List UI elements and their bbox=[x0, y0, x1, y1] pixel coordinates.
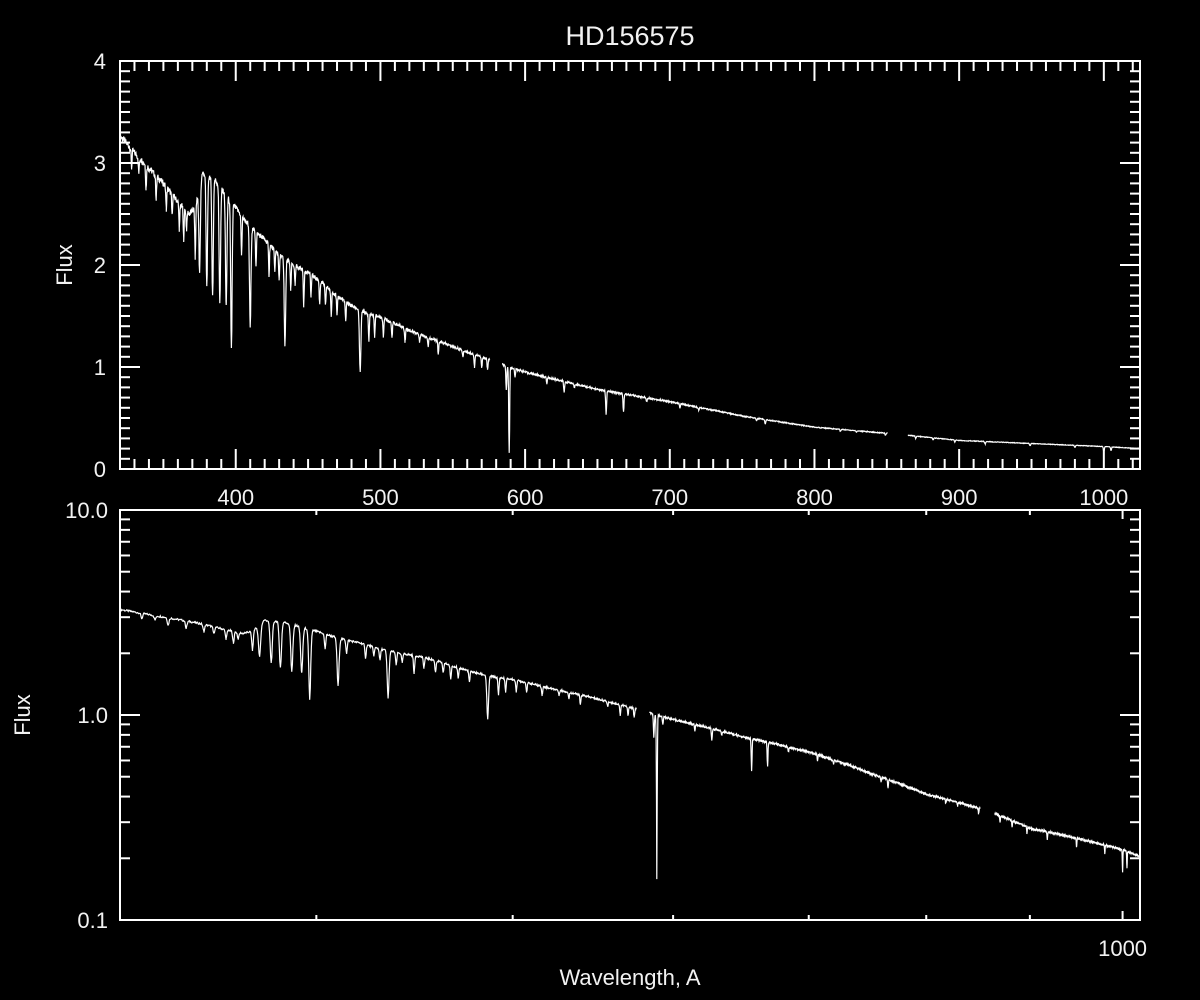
x-axis-label: Wavelength, A bbox=[559, 965, 700, 990]
x-tick-label: 400 bbox=[217, 485, 254, 510]
x-tick-label: 900 bbox=[941, 485, 978, 510]
y-tick-label: 1.0 bbox=[77, 703, 108, 728]
x-tick-label: 800 bbox=[796, 485, 833, 510]
spectrum-line-segment bbox=[501, 362, 888, 453]
x-tick-label: 1000 bbox=[1098, 936, 1147, 961]
x-tick-label: 500 bbox=[362, 485, 399, 510]
top-panel-linear: 400 500 600 700 800 900 1000 0 1 2 3 4 bbox=[94, 49, 1141, 510]
y-tick-label: 3 bbox=[94, 151, 106, 176]
x-tick-label: 1000 bbox=[1079, 485, 1128, 510]
chart-title: HD156575 bbox=[565, 21, 694, 51]
y-tick-label: 0.1 bbox=[77, 908, 108, 933]
y-tick-label: 0 bbox=[94, 457, 106, 482]
x-tick-label: 700 bbox=[651, 485, 688, 510]
y-tick-label: 2 bbox=[94, 253, 106, 278]
spectrum-line-segment bbox=[994, 811, 1140, 873]
spectrum-line-segment bbox=[120, 607, 637, 720]
y-tick-label: 10.0 bbox=[65, 498, 108, 523]
y-tick-label: 1 bbox=[94, 355, 106, 380]
bottom-y-axis-label: Flux bbox=[10, 694, 35, 736]
y-tick-label: 4 bbox=[94, 49, 106, 74]
x-tick-label: 600 bbox=[507, 485, 544, 510]
spectrum-line-segment bbox=[649, 711, 981, 880]
spectrum-line-segment bbox=[120, 132, 491, 373]
spectrum-line-segment bbox=[907, 434, 1140, 454]
top-y-axis-label: Flux bbox=[52, 244, 77, 286]
bottom-panel-log: 1000 0.1 1.0 10.0 bbox=[65, 498, 1147, 961]
